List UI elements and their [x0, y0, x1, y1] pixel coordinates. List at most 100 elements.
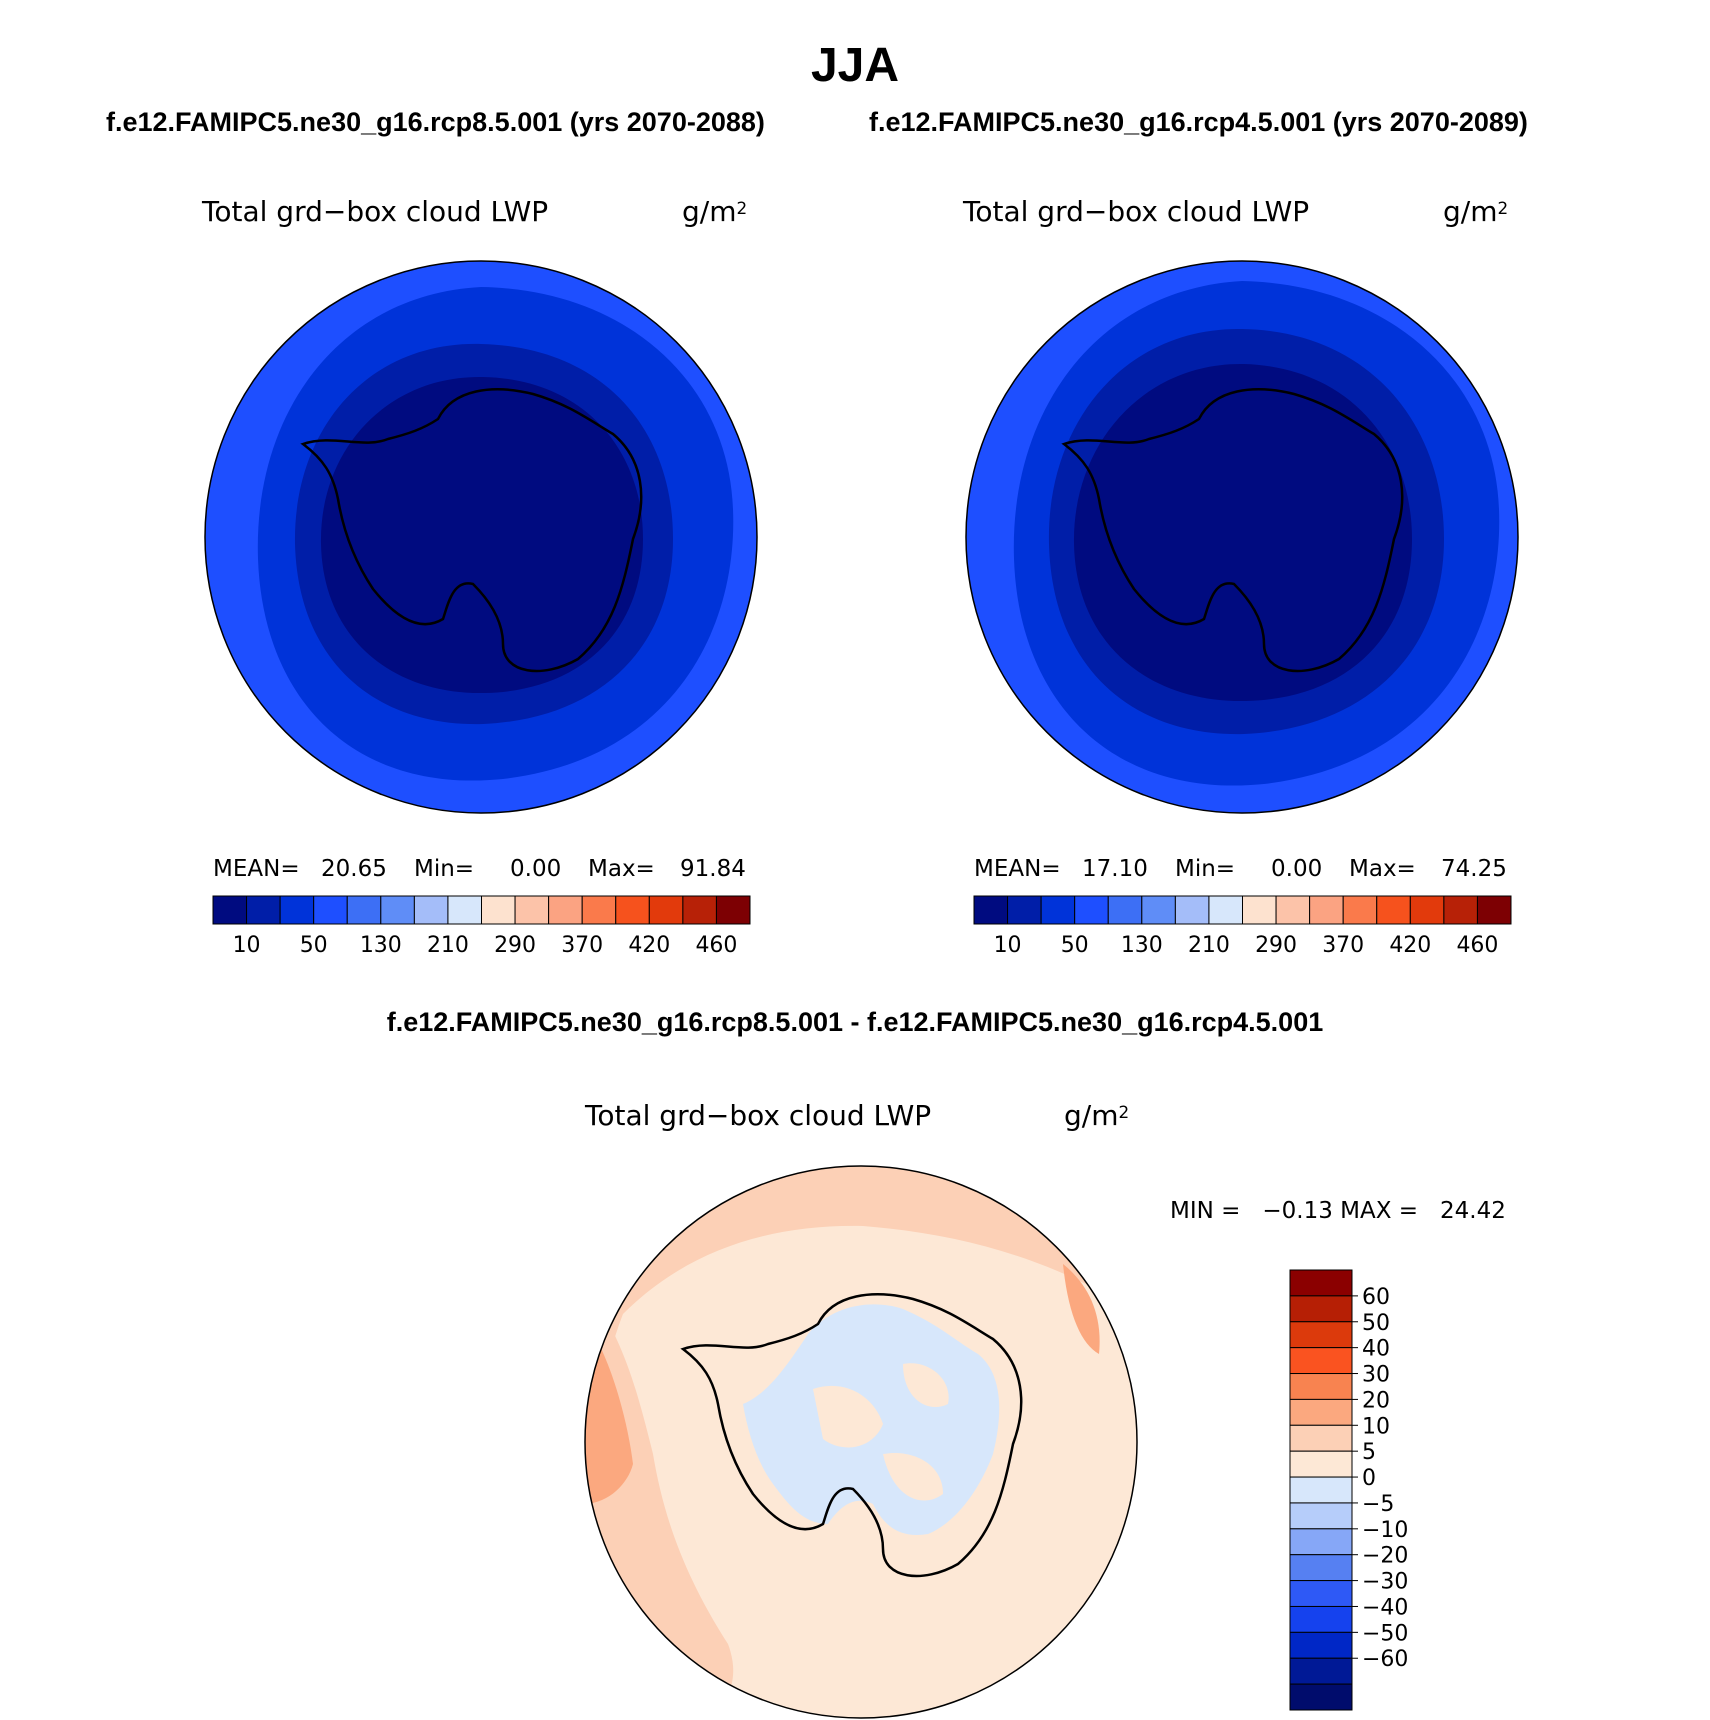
panel2-colorbar-box	[1409, 895, 1445, 925]
panel1-mean-label: MEAN=	[213, 856, 300, 882]
difference-colorbar-box	[1289, 1295, 1353, 1323]
panel2-colorbar-box	[1174, 895, 1210, 925]
panel2-colorbar-tick-label: 130	[1121, 933, 1163, 958]
panel1-colorbar: 10 50 130 210 290 370 420 460	[212, 895, 751, 958]
difference-colorbar-box	[1289, 1683, 1353, 1711]
panel2-colorbar-box	[1007, 895, 1042, 925]
difference-polar-map	[584, 1165, 1138, 1719]
difference-colorbar-box	[1289, 1398, 1353, 1426]
difference-unit-label: g/m2	[1064, 1099, 1130, 1132]
difference-colorbar-tick-label: 40	[1362, 1337, 1390, 1362]
difference-colorbar-tick-label: −40	[1362, 1595, 1408, 1620]
difference-variable-label: Total grd−box cloud LWP	[585, 1099, 932, 1132]
panel2-colorbar-box	[1443, 895, 1478, 925]
difference-colorbar-box	[1289, 1657, 1353, 1685]
panel2-colorbar-tick-label: 420	[1389, 933, 1431, 958]
panel2-colorbar-box	[1141, 895, 1176, 925]
panel2-colorbar-box	[1376, 895, 1411, 925]
panel1-colorbar-tick-label: 130	[360, 933, 402, 958]
panel1-colorbar-tick-label: 50	[300, 933, 328, 958]
difference-colorbar-tick-label: 60	[1362, 1285, 1390, 1310]
panel2-variable-label: Total grd−box cloud LWP	[963, 195, 1310, 228]
difference-colorbar-tick-label: −30	[1362, 1570, 1408, 1595]
panel1-colorbar-box	[346, 895, 382, 925]
difference-colorbar-tick-label: 10	[1362, 1414, 1390, 1439]
panel1-max-value: 91.84	[680, 856, 746, 882]
antarctica-coastline	[1061, 388, 1404, 673]
difference-colorbar-tick-label: −50	[1362, 1621, 1408, 1646]
difference-colorbar-box	[1289, 1528, 1353, 1556]
difference-colorbar-tick-label: −60	[1362, 1647, 1408, 1672]
panel1-colorbar-tick-label: 10	[233, 933, 261, 958]
difference-colorbar-box	[1289, 1502, 1353, 1530]
difference-colorbar-tick-label: −20	[1362, 1544, 1408, 1569]
panel1-colorbar-tick-label: 460	[695, 933, 737, 958]
panel2-max-value: 74.25	[1441, 856, 1507, 882]
panel1-colorbar-box	[279, 895, 315, 925]
difference-colorbar-box	[1289, 1450, 1353, 1478]
difference-colorbar-box	[1289, 1424, 1353, 1452]
difference-colorbar-box	[1289, 1580, 1353, 1607]
panel1-colorbar-box	[715, 895, 751, 925]
panel2-colorbar-box	[1275, 895, 1311, 925]
panel2-min-label: Min=	[1175, 856, 1236, 882]
panel2-polar-map	[965, 260, 1519, 814]
panel2-unit-label: g/m2	[1443, 195, 1509, 228]
panel1-mean-value: 20.65	[321, 856, 387, 882]
panel2-colorbar-box	[1242, 895, 1277, 925]
panel2-colorbar-box	[973, 895, 1009, 925]
panel1-colorbar-box	[413, 895, 449, 925]
panel2-mean-label: MEAN=	[974, 856, 1061, 882]
panel1-colorbar-tick-label: 210	[427, 933, 469, 958]
difference-colorbar-tick-label: −10	[1362, 1518, 1408, 1543]
antarctica-coastline	[300, 388, 643, 673]
panel1-colorbar-box	[548, 895, 583, 925]
panel1-colorbar-box	[682, 895, 717, 925]
difference-colorbar-tick-label: 20	[1362, 1388, 1390, 1413]
panel1-colorbar-box	[212, 895, 248, 925]
panel2-colorbar-tick-label: 210	[1188, 933, 1230, 958]
panel2-colorbar-box	[1208, 895, 1243, 925]
panel2-min-value: 0.00	[1271, 856, 1323, 882]
panel1-colorbar-tick-label: 290	[494, 933, 536, 958]
difference-minmax-label: MIN = −0.13 MAX = 24.42	[1170, 1198, 1506, 1224]
difference-colorbar-box	[1289, 1476, 1353, 1504]
difference-colorbar-tick-label: 0	[1362, 1466, 1376, 1491]
difference-colorbar-box	[1289, 1554, 1353, 1582]
antarctica-coastline	[680, 1293, 1023, 1578]
difference-colorbar-box	[1289, 1321, 1353, 1349]
panel1-colorbar-tick-label: 420	[628, 933, 670, 958]
panel2-colorbar-box	[1107, 895, 1143, 925]
panel2-max-label: Max=	[1349, 856, 1416, 882]
panel2-run-title: f.e12.FAMIPC5.ne30_g16.rcp4.5.001 (yrs 2…	[869, 107, 1528, 137]
panel1-colorbar-box	[313, 895, 348, 925]
difference-title: f.e12.FAMIPC5.ne30_g16.rcp8.5.001 - f.e1…	[386, 1007, 1324, 1037]
difference-colorbar-box	[1289, 1373, 1353, 1400]
difference-colorbar-box	[1289, 1347, 1353, 1375]
difference-colorbar-tick-label: 30	[1362, 1363, 1390, 1388]
panel1-colorbar-box	[246, 895, 281, 925]
difference-colorbar-box	[1289, 1605, 1353, 1633]
panel2-colorbar-box	[1476, 895, 1512, 925]
panel2-colorbar-tick-label: 460	[1456, 933, 1498, 958]
panel1-unit-label: g/m2	[682, 195, 748, 228]
panel2-colorbar: 10 50 130 210 290 370 420 460	[973, 895, 1512, 958]
panel1-variable-label: Total grd−box cloud LWP	[202, 195, 549, 228]
panel2-mean-value: 17.10	[1082, 856, 1148, 882]
panel1-max-label: Max=	[588, 856, 655, 882]
panel2-colorbar-tick-label: 50	[1061, 933, 1089, 958]
difference-colorbar-tick-label: −5	[1362, 1492, 1394, 1517]
panel1-colorbar-tick-label: 370	[561, 933, 603, 958]
difference-colorbar-tick-label: 5	[1362, 1440, 1376, 1465]
panel2-colorbar-tick-label: 370	[1322, 933, 1364, 958]
panel2-colorbar-box	[1074, 895, 1109, 925]
panel1-run-title: f.e12.FAMIPC5.ne30_g16.rcp8.5.001 (yrs 2…	[106, 107, 765, 137]
panel2-colorbar-box	[1040, 895, 1076, 925]
panel1-colorbar-box	[648, 895, 684, 925]
panel2-colorbar-box	[1342, 895, 1378, 925]
panel1-colorbar-box	[380, 895, 415, 925]
panel1-colorbar-box	[514, 895, 550, 925]
panel2-colorbar-box	[1309, 895, 1344, 925]
panel1-colorbar-box	[447, 895, 482, 925]
